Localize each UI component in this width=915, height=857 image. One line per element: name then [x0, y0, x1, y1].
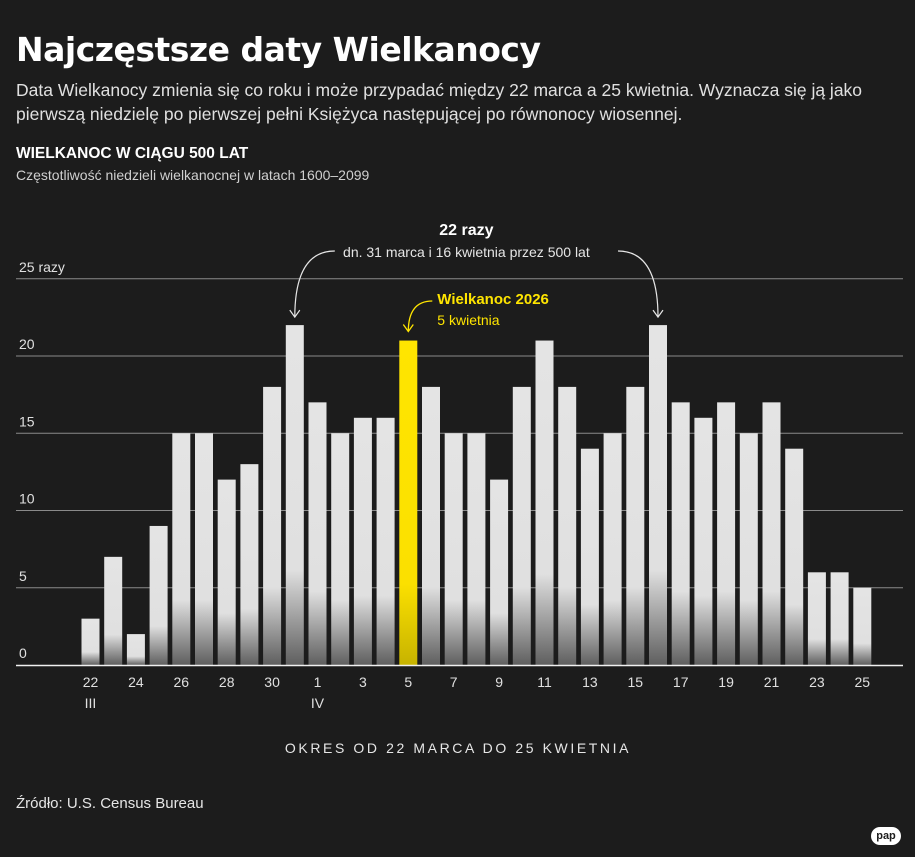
description-text: Data Wielkanocy zmienia się co roku i mo… [16, 80, 863, 124]
bar [694, 417, 713, 665]
chart-title: WIELKANOC W CIĄGU 500 LAT [16, 145, 249, 162]
bar [308, 402, 327, 665]
y-tick-label: 5 [19, 568, 27, 584]
annotation-arrow-right [617, 250, 659, 318]
bar [172, 433, 191, 665]
bar [444, 433, 463, 665]
bar [285, 325, 304, 665]
bar [830, 572, 849, 665]
x-tick-label: 3 [359, 674, 367, 690]
x-tick-label: 25 [855, 674, 871, 690]
annotation-arrowhead-left [289, 309, 301, 319]
bar [558, 386, 577, 665]
x-tick-label: 17 [673, 674, 689, 690]
highlight-arrowhead [402, 324, 414, 333]
source-text: Źródło: U.S. Census Bureau [16, 795, 204, 812]
bar [490, 479, 509, 665]
x-month-label: III [85, 695, 97, 711]
chart-subtitle: Częstotliwość niedzieli wielkanocnej w l… [16, 167, 370, 183]
x-axis-title: OKRES OD 22 MARCA DO 25 KWIETNIA [285, 740, 631, 756]
bar [126, 634, 145, 665]
x-tick-label: 15 [628, 674, 644, 690]
highlight-text: 5 kwietnia [437, 312, 499, 328]
bar [762, 402, 781, 665]
bar [626, 386, 645, 665]
bar [263, 386, 282, 665]
x-tick-label: 30 [264, 674, 280, 690]
bar [717, 402, 736, 665]
x-tick-label: 22 [83, 674, 99, 690]
bar [580, 448, 599, 665]
bar [81, 618, 100, 665]
x-tick-label: 21 [764, 674, 780, 690]
x-tick-label: 19 [718, 674, 734, 690]
bar [240, 464, 259, 665]
x-month-label: IV [311, 695, 325, 711]
bar [671, 402, 690, 665]
highlight-title: Wielkanoc 2026 [437, 291, 549, 308]
bar [353, 417, 372, 665]
x-tick-label: 5 [404, 674, 412, 690]
bar [649, 325, 667, 665]
annotation-arrow-left [294, 250, 335, 318]
x-tick-label: 26 [174, 674, 190, 690]
easter-frequency-chart: 0 5 10 15 20 25 razy 22 III 24 26 28 30 1 IV 3 5 7 9 11 13… [16, 222, 903, 756]
y-tick-label: 0 [19, 645, 27, 661]
bar-highlight [399, 340, 418, 665]
x-tick-label: 28 [219, 674, 235, 690]
bar [807, 572, 826, 665]
y-tick-label: 20 [19, 336, 35, 352]
highlight-arrow [407, 300, 433, 332]
bar [104, 556, 123, 665]
bar [603, 433, 622, 665]
page-title: Najczęstsze daty Wielkanocy [16, 30, 541, 69]
x-tick-label: 13 [582, 674, 598, 690]
pap-logo: pap [871, 827, 901, 845]
x-tick-label: 23 [809, 674, 825, 690]
bars-layer [81, 325, 872, 665]
y-tick-label: 15 [19, 413, 35, 429]
x-tick-label: 11 [537, 674, 552, 690]
bar [467, 433, 486, 665]
bar [195, 433, 213, 665]
y-tick-label: 25 razy [19, 259, 65, 275]
bar [376, 417, 395, 665]
bar [785, 448, 804, 665]
bar [535, 340, 554, 665]
bar [217, 479, 236, 665]
x-tick-label: 7 [450, 674, 458, 690]
annotation-text: dn. 31 marca i 16 kwietnia przez 500 lat [343, 244, 590, 260]
bar [149, 525, 168, 665]
x-tick-label: 1 [314, 674, 322, 690]
bar [422, 386, 440, 665]
bar [739, 433, 758, 665]
annotation-title: 22 razy [439, 222, 493, 239]
x-tick-label: 24 [128, 674, 144, 690]
x-axis: 22 III 24 26 28 30 1 IV 3 5 7 9 11 13 15 17 19 21 23 25 OKRE… [16, 664, 903, 756]
bar [331, 433, 350, 665]
annotation-arrowhead-right [652, 309, 664, 319]
x-tick-label: 9 [495, 674, 503, 690]
bar [512, 386, 531, 665]
y-tick-label: 10 [19, 491, 35, 507]
annotations-layer: 22 razy dn. 31 marca i 16 kwietnia przez … [289, 222, 664, 333]
bar [853, 587, 872, 665]
